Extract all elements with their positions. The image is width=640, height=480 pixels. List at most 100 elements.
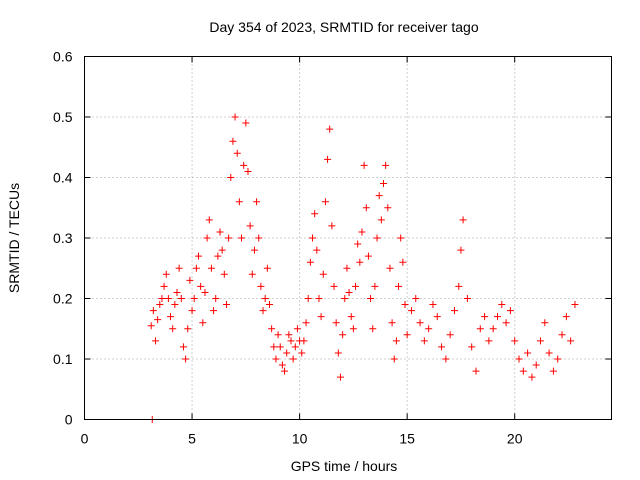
data-point xyxy=(390,355,398,363)
data-point xyxy=(506,307,514,315)
x-axis-ticks: 0 5 10 15 20 xyxy=(81,56,523,447)
data-point xyxy=(352,282,360,290)
data-point xyxy=(259,307,267,315)
data-point xyxy=(388,319,396,327)
data-point xyxy=(328,222,336,230)
y-tick-label: 0.5 xyxy=(53,109,73,125)
data-point xyxy=(354,240,362,248)
data-point xyxy=(235,198,243,206)
data-point xyxy=(225,234,233,242)
data-point xyxy=(222,301,230,309)
data-point xyxy=(151,337,159,345)
data-point xyxy=(446,331,454,339)
data-point xyxy=(199,319,207,327)
data-point xyxy=(481,313,489,321)
data-point xyxy=(177,295,185,302)
y-axis-ticks: 0 0.1 0.2 0.3 0.4 0.5 0.6 xyxy=(53,49,612,428)
data-point xyxy=(407,307,415,315)
y-tick-label: 0.6 xyxy=(53,49,73,65)
y-axis-label: SRMTID / TECUs xyxy=(6,183,22,293)
data-point xyxy=(528,373,536,381)
data-point xyxy=(554,355,562,363)
data-point xyxy=(214,252,222,260)
data-point xyxy=(167,313,175,321)
data-point xyxy=(242,119,250,127)
data-point xyxy=(463,295,471,302)
data-point xyxy=(567,337,575,345)
data-point xyxy=(154,316,162,324)
data-point xyxy=(283,349,291,357)
x-tick-label: 0 xyxy=(81,431,89,447)
y-tick-label: 0.2 xyxy=(53,291,73,307)
data-point xyxy=(285,331,293,339)
data-point xyxy=(537,337,545,345)
data-point xyxy=(397,234,405,242)
x-tick-label: 20 xyxy=(507,431,523,447)
y-tick-label: 0.1 xyxy=(53,351,73,367)
data-point xyxy=(324,155,332,163)
data-point xyxy=(218,246,226,254)
data-point xyxy=(160,282,168,290)
data-point xyxy=(339,331,347,339)
data-point xyxy=(300,337,308,345)
data-point xyxy=(302,319,310,327)
data-point xyxy=(468,343,476,351)
data-point xyxy=(472,367,480,375)
data-point xyxy=(519,367,527,375)
data-point xyxy=(438,343,446,351)
data-point xyxy=(240,161,248,169)
data-point xyxy=(371,282,379,290)
data-point xyxy=(248,270,256,278)
data-point xyxy=(164,295,172,302)
data-point xyxy=(246,222,254,230)
data-point xyxy=(171,301,179,309)
data-point xyxy=(367,295,375,302)
data-point xyxy=(311,210,319,218)
data-point xyxy=(332,319,340,327)
grid xyxy=(84,56,612,420)
data-point xyxy=(205,216,213,224)
data-point xyxy=(156,301,164,309)
data-point xyxy=(216,228,224,236)
chart-title: Day 354 of 2023, SRMTID for receiver tag… xyxy=(209,19,478,35)
data-point xyxy=(362,204,370,212)
data-point xyxy=(304,295,312,302)
data-point xyxy=(257,282,265,290)
data-point xyxy=(515,355,523,363)
data-point xyxy=(493,313,501,321)
data-point xyxy=(377,216,385,224)
data-point xyxy=(334,349,342,357)
data-point xyxy=(562,313,570,321)
data-point xyxy=(175,264,183,272)
data-point xyxy=(532,361,540,369)
data-point xyxy=(253,198,261,206)
data-point xyxy=(433,313,441,321)
data-point xyxy=(476,325,484,333)
data-point xyxy=(420,337,428,345)
data-point xyxy=(356,258,364,266)
data-point xyxy=(147,322,155,330)
data-point xyxy=(229,137,237,145)
x-axis-label: GPS time / hours xyxy=(291,458,398,474)
data-point xyxy=(203,234,211,242)
data-point xyxy=(255,234,263,242)
data-point xyxy=(401,301,409,309)
data-point xyxy=(274,331,282,339)
data-point xyxy=(210,307,218,315)
data-point xyxy=(384,204,392,212)
data-point xyxy=(238,234,246,242)
data-point xyxy=(195,252,203,260)
data-point xyxy=(541,319,549,327)
data-point xyxy=(429,301,437,309)
data-point xyxy=(485,337,493,345)
x-tick-label: 10 xyxy=(292,431,308,447)
plot-frame xyxy=(84,56,612,420)
data-point xyxy=(360,161,368,169)
data-point xyxy=(416,319,424,327)
data-point xyxy=(386,264,394,272)
data-point xyxy=(558,331,566,339)
data-point xyxy=(173,288,181,296)
data-point xyxy=(162,270,170,278)
y-tick-label: 0.3 xyxy=(53,230,73,246)
